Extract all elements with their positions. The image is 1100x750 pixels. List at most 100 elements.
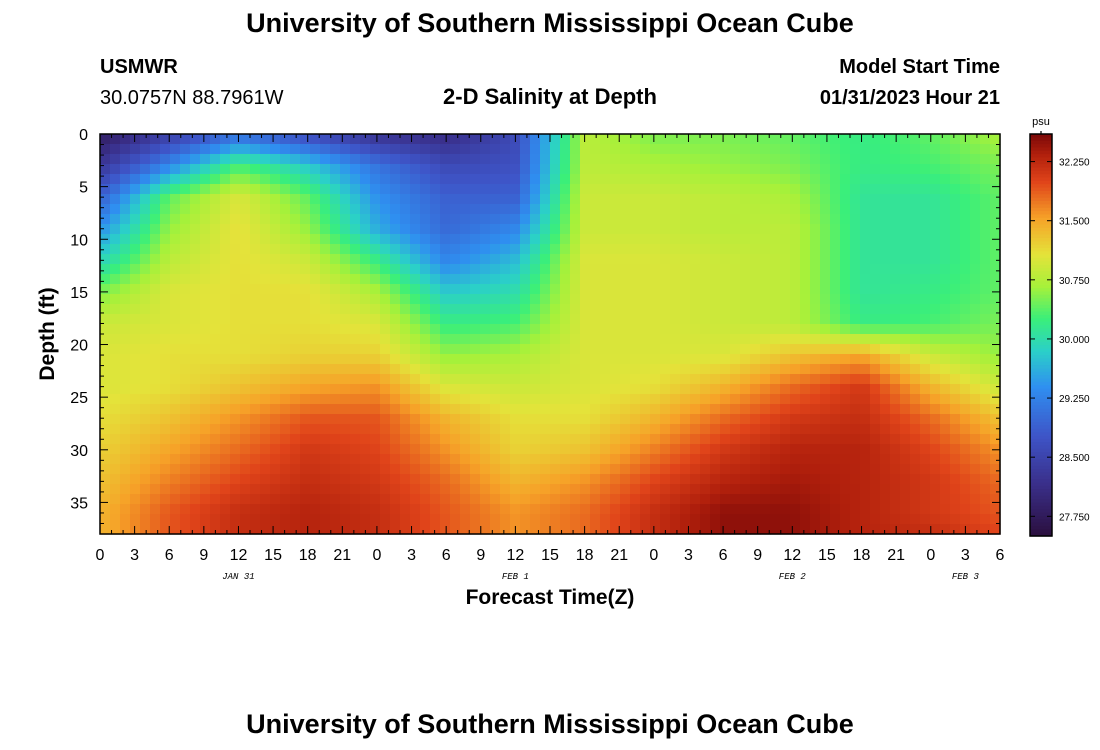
- heatmap-cell: [580, 214, 591, 225]
- heatmap-cell: [440, 234, 451, 245]
- heatmap-cell: [280, 324, 291, 335]
- heatmap-cell: [330, 494, 341, 505]
- heatmap-cell: [390, 424, 401, 435]
- heatmap-cell: [200, 324, 211, 335]
- heatmap-cell: [500, 304, 511, 315]
- heatmap-cell: [640, 304, 651, 315]
- heatmap-cell: [800, 244, 811, 255]
- heatmap-cell: [570, 284, 581, 295]
- heatmap-cell: [400, 344, 411, 355]
- heatmap-cell: [890, 384, 901, 395]
- heatmap-cell: [270, 264, 281, 275]
- heatmap-cell: [320, 464, 331, 475]
- heatmap-cell: [360, 414, 371, 425]
- heatmap-cell: [670, 484, 681, 495]
- heatmap-cell: [630, 184, 641, 195]
- colorbar-swatch: [1030, 348, 1052, 353]
- heatmap-cell: [170, 334, 181, 345]
- heatmap-cell: [790, 384, 801, 395]
- colorbar-swatch: [1030, 529, 1052, 534]
- heatmap-cell: [970, 314, 981, 325]
- heatmap-cell: [130, 424, 141, 435]
- x-tick-label: 3: [684, 547, 693, 564]
- heatmap-cell: [600, 434, 611, 445]
- heatmap-cell: [120, 164, 131, 175]
- heatmap-cell: [400, 294, 411, 305]
- heatmap-cell: [720, 414, 731, 425]
- heatmap-cell: [210, 454, 221, 465]
- heatmap-cell: [560, 314, 571, 325]
- heatmap-cell: [560, 364, 571, 375]
- heatmap-cell: [620, 524, 631, 535]
- heatmap-cell: [360, 384, 371, 395]
- heatmap-cell: [620, 344, 631, 355]
- heatmap-cell: [100, 334, 111, 345]
- heatmap-cell: [730, 464, 741, 475]
- heatmap-cell: [880, 494, 891, 505]
- heatmap-cell: [510, 424, 521, 435]
- heatmap-cell: [970, 234, 981, 245]
- heatmap-cell: [610, 164, 621, 175]
- heatmap-cell: [550, 374, 561, 385]
- heatmap-cell: [820, 384, 831, 395]
- heatmap-cell: [430, 434, 441, 445]
- heatmap-cell: [580, 234, 591, 245]
- heatmap-cell: [530, 244, 541, 255]
- heatmap-cell: [520, 374, 531, 385]
- heatmap-cell: [910, 464, 921, 475]
- heatmap-cell: [770, 364, 781, 375]
- heatmap-cell: [580, 284, 591, 295]
- heatmap-cell: [570, 494, 581, 505]
- heatmap-cell: [720, 314, 731, 325]
- heatmap-cell: [500, 194, 511, 205]
- heatmap-cell: [470, 224, 481, 235]
- heatmap-cell: [180, 194, 191, 205]
- heatmap-cell: [400, 424, 411, 435]
- heatmap-cell: [500, 524, 511, 535]
- heatmap-cell: [300, 254, 311, 265]
- heatmap-cell: [190, 194, 201, 205]
- heatmap-cell: [400, 274, 411, 285]
- heatmap-cell: [410, 204, 421, 215]
- heatmap-cell: [850, 294, 861, 305]
- heatmap-cell: [260, 184, 271, 195]
- heatmap-cell: [510, 394, 521, 405]
- heatmap-cell: [850, 364, 861, 375]
- heatmap-cell: [930, 474, 941, 485]
- colorbar-swatch: [1030, 187, 1052, 192]
- heatmap-cell: [680, 134, 691, 145]
- heatmap-cell: [600, 194, 611, 205]
- heatmap-cell: [400, 504, 411, 515]
- heatmap-cell: [230, 304, 241, 315]
- heatmap-cell: [590, 154, 601, 165]
- heatmap-cell: [510, 194, 521, 205]
- heatmap-cell: [600, 294, 611, 305]
- heatmap-cell: [810, 264, 821, 275]
- heatmap-cell: [930, 264, 941, 275]
- heatmap-cell: [820, 204, 831, 215]
- heatmap-cell: [520, 234, 531, 245]
- heatmap-cell: [750, 364, 761, 375]
- heatmap-cell: [780, 174, 791, 185]
- heatmap-cell: [800, 474, 811, 485]
- heatmap-cell: [430, 344, 441, 355]
- heatmap-cell: [230, 444, 241, 455]
- heatmap-cell: [640, 324, 651, 335]
- heatmap-cell: [450, 184, 461, 195]
- heatmap-cell: [640, 244, 651, 255]
- heatmap-cell: [770, 404, 781, 415]
- heatmap-cell: [930, 294, 941, 305]
- heatmap-cell: [670, 154, 681, 165]
- heatmap-cell: [190, 484, 201, 495]
- heatmap-cell: [630, 454, 641, 465]
- heatmap-cell: [240, 434, 251, 445]
- heatmap-cell: [230, 474, 241, 485]
- heatmap-cell: [530, 444, 541, 455]
- heatmap-cell: [130, 374, 141, 385]
- heatmap-cell: [620, 214, 631, 225]
- colorbar-swatch: [1030, 331, 1052, 336]
- heatmap-cell: [570, 214, 581, 225]
- heatmap-cell: [420, 254, 431, 265]
- heatmap-cell: [820, 314, 831, 325]
- heatmap-cell: [690, 494, 701, 505]
